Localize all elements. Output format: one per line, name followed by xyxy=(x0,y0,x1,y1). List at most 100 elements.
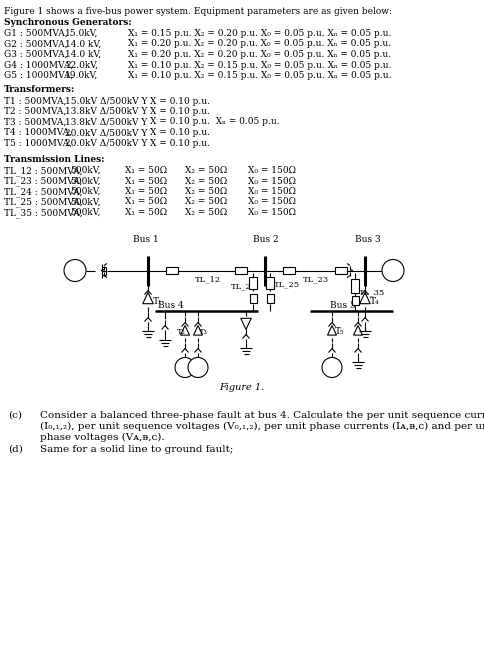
Text: (c): (c) xyxy=(8,411,22,419)
Text: Consider a balanced three-phase fault at bus 4. Calculate the per unit sequence : Consider a balanced three-phase fault at… xyxy=(40,411,484,419)
Text: X₁ = 50Ω: X₁ = 50Ω xyxy=(125,208,167,217)
Text: G3 : 500MVA,: G3 : 500MVA, xyxy=(4,50,67,59)
Text: X = 0.10 p.u.: X = 0.10 p.u. xyxy=(150,97,210,105)
Text: 500kV,: 500kV, xyxy=(70,197,101,207)
Text: 500kV,: 500kV, xyxy=(70,166,101,175)
Text: 1: 1 xyxy=(72,267,78,276)
Text: Bus 2: Bus 2 xyxy=(253,234,279,244)
Text: T₅: T₅ xyxy=(335,327,345,336)
Circle shape xyxy=(322,358,342,378)
Text: X₂ = 50Ω: X₂ = 50Ω xyxy=(185,187,227,196)
Text: X₂ = 50Ω: X₂ = 50Ω xyxy=(185,166,227,175)
Text: Bus 3: Bus 3 xyxy=(355,234,380,244)
Text: T3 : 500MVA,: T3 : 500MVA, xyxy=(4,117,66,127)
Text: X₀ = 150Ω: X₀ = 150Ω xyxy=(248,166,296,175)
Text: X = 0.10 p.u.: X = 0.10 p.u. xyxy=(150,107,210,116)
Text: T2 : 500MVA,: T2 : 500MVA, xyxy=(4,107,66,116)
Text: Bus 4: Bus 4 xyxy=(158,301,184,309)
Text: X₀ = 150Ω: X₀ = 150Ω xyxy=(248,208,296,217)
Bar xyxy=(249,276,257,289)
Text: G1 : 500MVA,: G1 : 500MVA, xyxy=(4,29,68,38)
Bar xyxy=(335,267,347,274)
Text: 2: 2 xyxy=(182,364,188,373)
Text: X₁ = 50Ω: X₁ = 50Ω xyxy=(125,187,167,196)
Text: 15.0kV,: 15.0kV, xyxy=(65,29,98,38)
Bar xyxy=(235,267,247,274)
Text: Transmission Lines:: Transmission Lines: xyxy=(4,155,105,164)
Text: X₁ = 0.20 p.u. X₂ = 0.20 p.u. X₀ = 0.05 p.u. Xₙ = 0.05 p.u.: X₁ = 0.20 p.u. X₂ = 0.20 p.u. X₀ = 0.05 … xyxy=(128,40,391,48)
Text: T₄: T₄ xyxy=(370,297,379,307)
Bar xyxy=(283,267,295,274)
Text: 3: 3 xyxy=(195,364,201,373)
Text: Figure 1 shows a five-bus power system. Equipment parameters are as given below:: Figure 1 shows a five-bus power system. … xyxy=(4,7,392,16)
Text: T1 : 500MVA,: T1 : 500MVA, xyxy=(4,97,66,105)
Text: X = 0.10 p.u.: X = 0.10 p.u. xyxy=(150,128,210,137)
Text: T₁: T₁ xyxy=(153,297,163,307)
Text: 500kV,: 500kV, xyxy=(70,187,101,196)
Text: 19.0kV,: 19.0kV, xyxy=(65,71,98,80)
Text: 4: 4 xyxy=(390,267,396,276)
Text: (d): (d) xyxy=(8,444,23,454)
Bar xyxy=(351,296,359,305)
Text: X₁ = 0.15 p.u. X₂ = 0.20 p.u. X₀ = 0.05 p.u. Xₙ = 0.05 p.u.: X₁ = 0.15 p.u. X₂ = 0.20 p.u. X₀ = 0.05 … xyxy=(128,29,392,38)
Bar xyxy=(166,267,178,274)
Circle shape xyxy=(188,358,208,378)
Text: 500kV,: 500kV, xyxy=(70,176,101,185)
Text: T₃: T₃ xyxy=(199,327,208,336)
Text: X₁ = 0.20 p.u. X₂ = 0.20 p.u. X₀ = 0.05 p.u. Xₙ = 0.05 p.u.: X₁ = 0.20 p.u. X₂ = 0.20 p.u. X₀ = 0.05 … xyxy=(128,50,391,59)
Text: TL_24: TL_24 xyxy=(231,282,257,291)
Text: 15.0kV Δ/500kV Y: 15.0kV Δ/500kV Y xyxy=(65,97,148,105)
Text: TL_25: TL_25 xyxy=(274,280,300,289)
Text: Figure 1.: Figure 1. xyxy=(219,382,265,391)
Text: TL_12 : 500MVA,: TL_12 : 500MVA, xyxy=(4,166,82,176)
Text: Transformers:: Transformers: xyxy=(4,85,76,95)
Circle shape xyxy=(382,260,404,282)
Text: (I₀,₁,₂), per unit sequence voltages (V₀,₁,₂), per unit phase currents (Iᴀ,ᴃ,ᴄ) : (I₀,₁,₂), per unit sequence voltages (V₀… xyxy=(40,421,484,431)
Text: T5 : 1000MVA,: T5 : 1000MVA, xyxy=(4,138,72,148)
Text: Bus 5: Bus 5 xyxy=(330,301,356,309)
Text: 14.0 kV,: 14.0 kV, xyxy=(65,40,101,48)
Text: 13.8kV Δ/500kV Y: 13.8kV Δ/500kV Y xyxy=(65,107,147,116)
Text: TL_24 : 500MVA,: TL_24 : 500MVA, xyxy=(4,187,82,197)
Text: 14.0 kV,: 14.0 kV, xyxy=(65,50,101,59)
Bar xyxy=(249,294,257,303)
Text: 5: 5 xyxy=(329,364,335,373)
Text: 20.0kV Δ/500kV Y: 20.0kV Δ/500kV Y xyxy=(65,128,147,137)
Text: X₂ = 50Ω: X₂ = 50Ω xyxy=(185,197,227,207)
Text: X = 0.10 p.u.: X = 0.10 p.u. xyxy=(150,138,210,148)
Text: G5 : 1000MVA,: G5 : 1000MVA, xyxy=(4,71,74,80)
Text: X₂ = 50Ω: X₂ = 50Ω xyxy=(185,176,227,185)
Text: X = 0.10 p.u.  Xₙ = 0.05 p.u.: X = 0.10 p.u. Xₙ = 0.05 p.u. xyxy=(150,117,280,127)
Text: T₂: T₂ xyxy=(177,327,186,336)
Text: 500kV,: 500kV, xyxy=(70,208,101,217)
Text: T4 : 1000MVA,: T4 : 1000MVA, xyxy=(4,128,72,137)
Text: Bus 1: Bus 1 xyxy=(133,234,159,244)
Text: TL_23 : 500MVA,: TL_23 : 500MVA, xyxy=(4,176,82,186)
Text: Synchronous Generators:: Synchronous Generators: xyxy=(4,18,132,27)
Text: 22.0kV,: 22.0kV, xyxy=(65,60,98,70)
Text: X₁ = 0.10 p.u. X₂ = 0.15 p.u. X₀ = 0.05 p.u. Xₙ = 0.05 p.u.: X₁ = 0.10 p.u. X₂ = 0.15 p.u. X₀ = 0.05 … xyxy=(128,71,392,80)
Bar xyxy=(266,276,274,289)
Text: X₀ = 150Ω: X₀ = 150Ω xyxy=(248,176,296,185)
Text: Same for a solid line to ground fault;: Same for a solid line to ground fault; xyxy=(40,444,233,454)
Text: X₁ = 50Ω: X₁ = 50Ω xyxy=(125,197,167,207)
Circle shape xyxy=(175,358,195,378)
Text: TL_35 : 500MVA,: TL_35 : 500MVA, xyxy=(4,208,83,217)
Text: phase voltages (Vᴀ,ᴃ,ᴄ).: phase voltages (Vᴀ,ᴃ,ᴄ). xyxy=(40,433,165,442)
Text: X₀ = 150Ω: X₀ = 150Ω xyxy=(248,197,296,207)
Text: G2 : 500MVA,: G2 : 500MVA, xyxy=(4,40,67,48)
Text: X₁ = 50Ω: X₁ = 50Ω xyxy=(125,166,167,175)
Text: X₁ = 50Ω: X₁ = 50Ω xyxy=(125,176,167,185)
Text: TL_25 : 500MVA,: TL_25 : 500MVA, xyxy=(4,197,83,207)
Circle shape xyxy=(64,260,86,282)
Text: G4 : 1000MVA,: G4 : 1000MVA, xyxy=(4,60,73,70)
Text: X₀ = 150Ω: X₀ = 150Ω xyxy=(248,187,296,196)
Text: TL_35: TL_35 xyxy=(359,289,385,297)
Text: X₂ = 50Ω: X₂ = 50Ω xyxy=(185,208,227,217)
Text: 13.8kV Δ/500kV Y: 13.8kV Δ/500kV Y xyxy=(65,117,147,127)
Text: X₁ = 0.10 p.u. X₂ = 0.15 p.u. X₀ = 0.05 p.u. Xₙ = 0.05 p.u.: X₁ = 0.10 p.u. X₂ = 0.15 p.u. X₀ = 0.05 … xyxy=(128,60,392,70)
Bar xyxy=(351,278,359,293)
Text: TL_23: TL_23 xyxy=(303,276,329,284)
Bar xyxy=(267,294,273,303)
Text: TL_12: TL_12 xyxy=(195,276,221,284)
